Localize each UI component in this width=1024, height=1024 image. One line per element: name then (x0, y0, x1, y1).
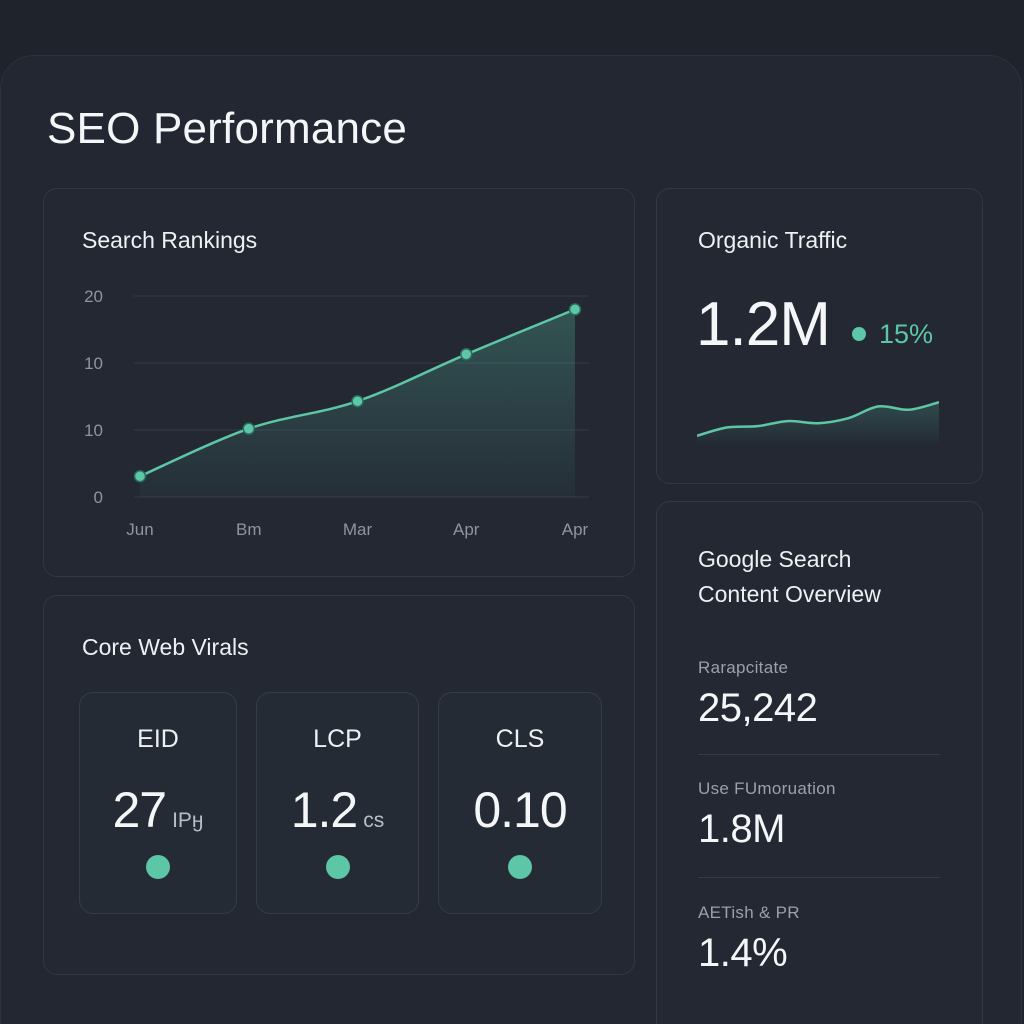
overview-stat: AETish & PR 1.4% (698, 903, 940, 976)
x-tick-label: Jun (126, 520, 153, 539)
organic-traffic-value: 1.2M (696, 290, 831, 359)
y-tick-label: 10 (84, 421, 103, 440)
status-good-icon (325, 855, 350, 879)
vital-value: 1.2 (290, 782, 359, 838)
stat-label: Use FUmoruation (698, 779, 836, 798)
overview-stat: Use FUmoruation 1.8M (698, 779, 940, 852)
core-web-vitals-card: Core Web Virals EID 27 IPӈ LCP 1.2 cs CLS … (43, 595, 635, 975)
vital-unit: cs (363, 809, 385, 832)
trend-up-indicator-icon (852, 327, 866, 341)
vital-card-eid[interactable]: EID 27 IPӈ (79, 692, 237, 914)
data-point (351, 394, 364, 408)
content-overview-title-line1: Google Search (698, 546, 852, 572)
page-title: SEO Performance (47, 104, 408, 153)
x-tick-label: Apr (562, 520, 589, 539)
content-overview-title-line2: Content Overview (698, 581, 881, 607)
vital-label: CLS (495, 725, 545, 753)
sparkline-area (697, 402, 939, 444)
sparkline-line (697, 400, 939, 438)
search-rankings-title: Search Rankings (82, 227, 258, 253)
search-rankings-card: Search Rankings 20 10 10 0 Jun Bm Mar Apr Apr (43, 188, 635, 577)
stat-value: 1.4% (698, 931, 788, 975)
content-overview-title: Google Search Content Overview (698, 542, 881, 612)
y-tick-label: 20 (84, 287, 103, 306)
data-point (242, 422, 255, 435)
x-tick-label: Bm (236, 520, 262, 539)
divider (698, 754, 940, 755)
vital-value-row: 27 IPӈ (80, 781, 236, 839)
vital-card-cls[interactable]: CLS 0.10 (438, 692, 602, 914)
overview-stat: Rarapcitate 25,242 (698, 658, 940, 731)
y-tick-label: 0 (94, 488, 103, 507)
y-tick-label: 10 (84, 354, 103, 373)
vital-card-lcp[interactable]: LCP 1.2 cs (256, 692, 419, 914)
stat-value: 1.8M (698, 807, 785, 851)
core-web-vitals-title: Core Web Virals (82, 634, 249, 660)
content-overview-card: Google Search Content Overview Rarapcita… (656, 501, 983, 1024)
status-good-icon (146, 855, 170, 879)
data-point (568, 303, 582, 316)
vital-label: LCP (313, 725, 362, 753)
divider (698, 877, 940, 878)
vital-value-row: 1.2 cs (257, 781, 418, 839)
data-point (133, 469, 147, 483)
organic-traffic-sparkline (697, 400, 939, 444)
stat-label: AETish & PR (698, 903, 800, 922)
stat-label: Rarapcitate (698, 658, 789, 677)
organic-traffic-change: 15% (879, 319, 934, 349)
vital-unit: IPӈ (172, 809, 204, 832)
status-good-icon (508, 855, 532, 879)
vital-value: 27 (112, 782, 167, 838)
vital-value-row: 0.10 (439, 781, 601, 839)
data-point (460, 348, 473, 361)
organic-traffic-title: Organic Traffic (698, 227, 848, 253)
organic-traffic-card: Organic Traffic 1.2M 15% (656, 188, 983, 484)
x-tick-label: Apr (453, 520, 480, 539)
stat-value: 25,242 (698, 686, 818, 730)
vital-value: 0.10 (473, 782, 567, 838)
vital-label: EID (137, 725, 179, 753)
search-rankings-chart: 20 10 10 0 Jun Bm Mar Apr Apr (84, 287, 589, 539)
x-tick-label: Mar (343, 520, 373, 539)
